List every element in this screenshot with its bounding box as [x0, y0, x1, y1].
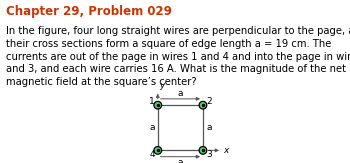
Text: y: y — [159, 81, 164, 90]
Text: a: a — [149, 123, 155, 132]
Text: 4: 4 — [149, 150, 155, 159]
Text: Chapter 29, Problem 029: Chapter 29, Problem 029 — [6, 5, 172, 18]
Circle shape — [199, 147, 207, 154]
Text: a: a — [177, 89, 183, 97]
Text: a: a — [177, 158, 183, 163]
Circle shape — [154, 101, 162, 109]
Text: 1: 1 — [149, 97, 155, 106]
Text: 2: 2 — [206, 97, 212, 106]
Circle shape — [199, 101, 207, 109]
Text: In the figure, four long straight wires are perpendicular to the page, and
their: In the figure, four long straight wires … — [6, 26, 350, 87]
Text: 3: 3 — [206, 150, 212, 159]
Circle shape — [154, 147, 162, 154]
Text: a: a — [206, 123, 211, 132]
Text: x: x — [223, 146, 228, 155]
